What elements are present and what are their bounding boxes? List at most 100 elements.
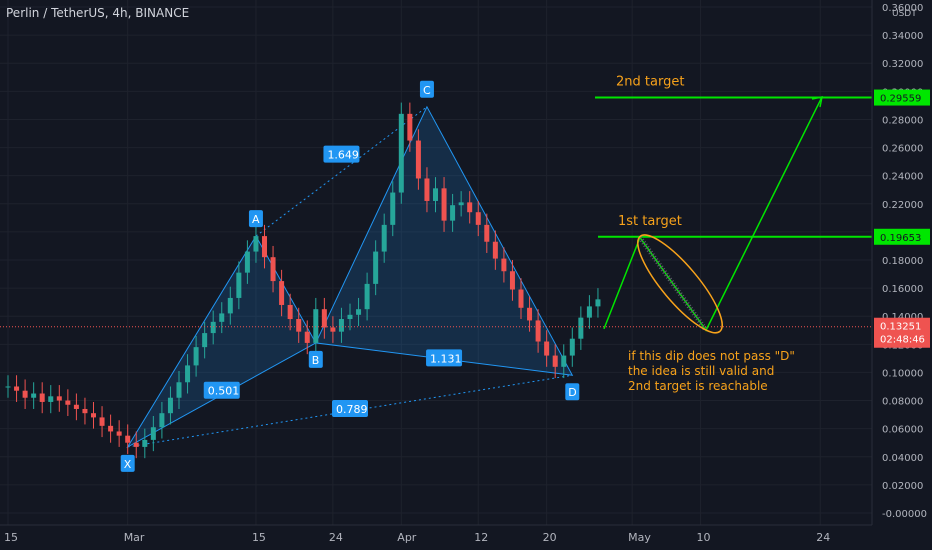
candle-body: [5, 386, 11, 388]
pattern-diagonal: [255, 106, 428, 237]
candle-body: [509, 271, 515, 290]
annotation-text: if this dip does not pass "D": [628, 349, 795, 363]
x-tick-label: May: [628, 531, 651, 544]
candle-body: [475, 212, 481, 225]
candle-body: [185, 365, 191, 383]
candle-body: [441, 188, 447, 221]
candle-body: [287, 304, 293, 320]
candle-body: [99, 417, 105, 426]
candle-body: [56, 396, 62, 401]
ratio-box: [203, 381, 240, 399]
candle-body: [304, 331, 310, 343]
candle-body: [14, 386, 20, 391]
candlesticks: [5, 102, 601, 459]
candle-body: [48, 396, 54, 402]
candle-body: [91, 413, 96, 418]
annotation-text: 2nd target is reachable: [628, 379, 768, 393]
dip-candles: [637, 236, 709, 332]
time-axis[interactable]: 15 Mar 15 24 Apr 12 20 May 10 24: [0, 524, 872, 544]
pattern-xab: [126, 235, 317, 449]
candle-body: [39, 393, 45, 402]
ratio-label: 0.789: [336, 403, 368, 416]
candle-body: [219, 313, 225, 322]
candle-body: [159, 413, 165, 428]
candle-body: [424, 178, 430, 201]
point-label: B: [312, 354, 320, 367]
point-label-box: [248, 210, 263, 228]
candle-body: [142, 439, 148, 447]
ratio-label: 1.131: [430, 352, 462, 365]
projection-arrow: [811, 96, 823, 108]
point-label-box: [565, 383, 580, 401]
point-label: A: [252, 213, 260, 226]
y-tick-label: 0.14000: [882, 312, 923, 323]
candle-body: [253, 236, 259, 252]
y-tick-label: 0.24000: [882, 172, 923, 183]
candle-body: [167, 397, 173, 414]
price-axis[interactable]: -0.00000 0.02000 0.04000 0.06000 0.08000 0.10…: [871, 0, 932, 550]
candle-body: [578, 317, 584, 339]
candle-body: [176, 382, 182, 398]
candle-body: [150, 427, 156, 440]
candle-body: [270, 257, 276, 282]
y-tick-label: 0.16000: [882, 284, 923, 295]
x-tick-label: 10: [697, 531, 711, 544]
candle-body: [133, 442, 139, 447]
candle-body: [569, 338, 575, 356]
target-label: 2nd target: [616, 75, 684, 90]
chart-grid: [0, 0, 872, 525]
candle-body: [535, 320, 541, 342]
candle-body: [236, 272, 242, 298]
candle-body: [415, 140, 421, 179]
x-tick-label: 24: [329, 531, 343, 544]
candle-body: [458, 202, 464, 206]
candle-body: [561, 355, 567, 367]
candle-body: [467, 202, 473, 213]
y-tick-label: 0.10000: [882, 368, 923, 379]
chart-overlay: 1st target 2nd target X A B C D 1.649 0.501 1.131…: [0, 75, 872, 472]
candle-body: [501, 258, 507, 272]
target-price-box: [874, 89, 930, 106]
x-tick-label: 15: [252, 531, 266, 544]
candle-body: [552, 355, 558, 367]
candle-body: [65, 400, 71, 405]
y-tick-label: 0.22000: [882, 200, 923, 211]
candle-body: [73, 404, 79, 409]
target-price-label: 0.19653: [880, 233, 921, 244]
y-tick-label: 0.28000: [882, 115, 923, 126]
candle-body: [347, 314, 353, 320]
target-price-label: 0.29559: [880, 94, 921, 105]
target-price-box: [874, 228, 930, 245]
candle-body: [544, 341, 550, 356]
dip-circle: [637, 234, 723, 334]
point-label: D: [568, 386, 576, 399]
y-tick-label: 0.18000: [882, 256, 923, 267]
x-tick-label: 15: [4, 531, 18, 544]
annotation-text: the idea is still valid and: [628, 364, 774, 378]
candle-body: [108, 425, 114, 432]
x-tick-label: 12: [474, 531, 488, 544]
y-tick-label: 0.26000: [882, 144, 923, 155]
ratio-label: 1.649: [327, 149, 359, 162]
candle-body: [433, 188, 438, 201]
point-label-box: [308, 350, 323, 368]
y-tick-label: 0.06000: [882, 425, 923, 436]
ratio-box: [332, 399, 368, 417]
x-tick-label: 24: [816, 531, 830, 544]
candle-body: [202, 333, 208, 348]
y-tick-label: 0.08000: [882, 397, 923, 408]
candle-body: [193, 347, 199, 366]
candle-body: [373, 251, 379, 284]
ratio-box: [323, 145, 360, 163]
point-label-box: [419, 80, 434, 98]
chart-title: Perlin / TetherUS, 4h, BINANCE: [6, 6, 190, 20]
x-tick-label: 20: [543, 531, 557, 544]
candle-body: [381, 224, 387, 252]
candle-body: [407, 113, 413, 141]
x-tick-label: Apr: [397, 531, 417, 544]
candle-body: [296, 319, 302, 332]
candle-body: [595, 299, 601, 307]
candle-body: [321, 309, 327, 328]
candle-body: [116, 431, 122, 436]
